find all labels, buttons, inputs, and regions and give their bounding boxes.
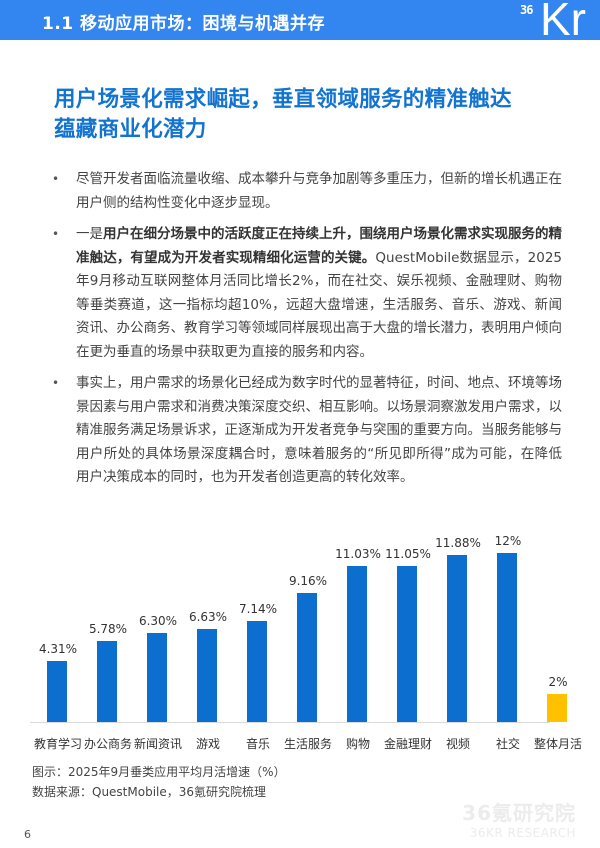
bar	[97, 640, 117, 722]
watermark-en: 36KR RESEARCH	[469, 826, 576, 840]
bar-column: 7.14% 音乐	[233, 520, 283, 751]
bullet-dot-icon: •	[52, 227, 60, 241]
category-label: 音乐	[245, 737, 270, 751]
bar-value-label: 2%	[548, 674, 568, 689]
bar-column: 11.88% 视频	[433, 520, 483, 752]
bullet-text: 尽管开发者面临流量收缩、成本攀升与竞争加剧等多重压力，但新的增长机遇正在用户侧的…	[76, 171, 562, 211]
chart-caption: 图示：2025年9月垂类应用平均月活增速（%） 数据来源：QuestMobile…	[32, 762, 286, 802]
bar	[147, 633, 167, 722]
watermark: 36氪研究院 36KR RESEARCH	[462, 797, 576, 840]
bar-value-label: 5.78%	[88, 621, 128, 636]
section-title: 1.1 移动应用市场：困境与机遇并存	[42, 14, 326, 34]
bullet-item: • 一是用户在细分场景中的活跃度正在持续上升，围绕用户场景化需求实现服务的精准触达…	[52, 223, 562, 364]
bullet-item: • 事实上，用户需求的场景化已经成为数字时代的显著特征，时间、地点、环境等场景因素…	[52, 372, 562, 490]
bullet-text: 事实上，用户需求的场景化已经成为数字时代的显著特征，时间、地点、环境等场景因素与…	[76, 375, 562, 485]
bar-value-label: 11.03%	[335, 547, 381, 562]
bar	[447, 554, 467, 722]
bullet-text-bold: 用户在细分场景中的活跃度正在持续上升，围绕用户场景化需求实现服务的精准触达，有望…	[76, 226, 562, 266]
data-source: 数据来源：QuestMobile，36氪研究院梳理	[32, 785, 267, 799]
bar-chart: 4.31% 教育学习 5.78% 办公商务 6.30% 新闻资讯 6.63% 游戏 7.14% 音…	[20, 520, 583, 752]
bar-column: 12% 社交	[483, 520, 533, 751]
bar-value-label: 4.31%	[38, 642, 78, 657]
bar	[397, 566, 417, 722]
bar	[197, 628, 217, 722]
logo-36-text: 36	[520, 3, 533, 17]
category-label: 整体月活	[533, 737, 582, 751]
heading-line-2: 蕴藏商业化潜力	[54, 117, 207, 142]
bar-value-label: 11.05%	[385, 547, 431, 562]
logo-kr-text: Kr	[540, 0, 586, 40]
bar-value-label: 11.88%	[435, 535, 481, 550]
bar-column: 6.63% 游戏	[183, 520, 233, 751]
category-label: 购物	[345, 737, 370, 751]
bar-column: 2% 整体月活	[533, 520, 583, 751]
bullet-item: • 尽管开发者面临流量收缩、成本攀升与竞争加剧等多重压力，但新的增长机遇正在用户侧…	[52, 168, 562, 215]
bar	[47, 661, 67, 722]
bar-column: 4.31% 教育学习	[33, 520, 83, 751]
36kr-logo: 36 Kr	[520, 0, 600, 40]
bar	[247, 621, 267, 722]
category-label: 新闻资讯	[133, 737, 182, 751]
main-heading: 用户场景化需求崛起，垂直领域服务的精准触达 蕴藏商业化潜力	[54, 85, 574, 145]
category-label: 游戏	[195, 737, 220, 751]
bar-value-label: 7.14%	[238, 602, 278, 617]
category-label: 金融理财	[383, 737, 432, 751]
bar-column: 6.30% 新闻资讯	[133, 520, 183, 751]
watermark-cn: 36氪研究院	[462, 801, 576, 825]
bar	[347, 566, 367, 722]
heading-line-1: 用户场景化需求崛起，垂直领域服务的精准触达	[54, 87, 512, 112]
bar-value-label: 9.16%	[288, 573, 328, 588]
bar	[297, 592, 317, 722]
category-label: 教育学习	[33, 737, 82, 751]
chart-baseline	[30, 722, 550, 723]
category-label: 社交	[495, 737, 520, 751]
bar-column: 11.03% 购物	[333, 520, 383, 751]
bar-value-label: 6.63%	[188, 609, 228, 624]
bar	[497, 552, 517, 722]
bullet-text-lead: 一是	[76, 226, 103, 242]
category-label: 视频	[445, 737, 470, 751]
bullet-dot-icon: •	[52, 376, 60, 390]
bullet-dot-icon: •	[52, 172, 60, 186]
bar-column: 5.78% 办公商务	[83, 520, 133, 751]
bar-value-label: 12%	[494, 533, 522, 548]
bar-value-label: 6.30%	[138, 614, 178, 629]
page-number: 6	[24, 828, 31, 841]
figure-caption: 图示：2025年9月垂类应用平均月活增速（%）	[32, 765, 286, 779]
category-label: 办公商务	[83, 737, 132, 751]
header-bar: 1.1 移动应用市场：困境与机遇并存 36 Kr	[0, 0, 600, 40]
bullet-list: • 尽管开发者面临流量收缩、成本攀升与竞争加剧等多重压力，但新的增长机遇正在用户侧…	[52, 168, 562, 498]
bar-column: 11.05% 金融理财	[383, 520, 433, 751]
category-label: 生活服务	[283, 737, 332, 751]
bar	[547, 693, 567, 722]
bar-column: 9.16% 生活服务	[283, 520, 333, 751]
bullet-text: QuestMobile数据显示，2025年9月移动互联网整体月活同比增长2%，而…	[76, 249, 562, 360]
